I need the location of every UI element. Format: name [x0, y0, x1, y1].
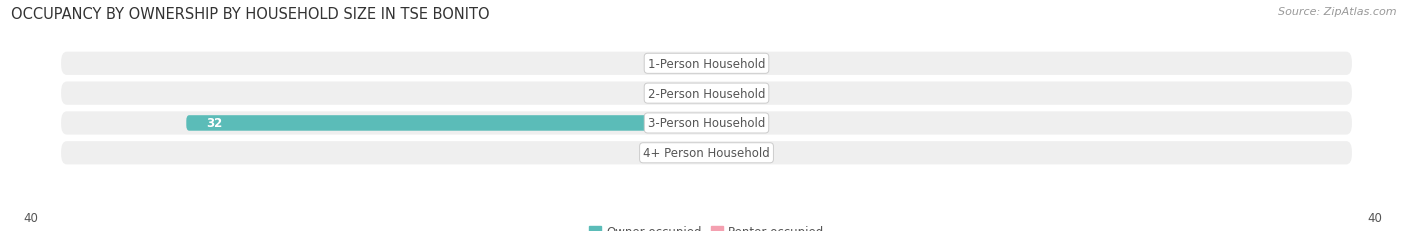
Text: 3-Person Household: 3-Person Household [648, 117, 765, 130]
Text: 32: 32 [205, 117, 222, 130]
Text: OCCUPANCY BY OWNERSHIP BY HOUSEHOLD SIZE IN TSE BONITO: OCCUPANCY BY OWNERSHIP BY HOUSEHOLD SIZE… [11, 7, 489, 22]
Text: 0: 0 [755, 58, 762, 70]
FancyBboxPatch shape [707, 116, 747, 131]
Text: 0: 0 [755, 87, 762, 100]
Text: 1-Person Household: 1-Person Household [648, 58, 765, 70]
FancyBboxPatch shape [693, 86, 707, 101]
Text: 0: 0 [755, 147, 762, 160]
FancyBboxPatch shape [60, 112, 1353, 135]
Text: 40: 40 [1368, 211, 1382, 224]
Text: 4+ Person Household: 4+ Person Household [643, 147, 770, 160]
FancyBboxPatch shape [60, 82, 1353, 105]
Text: 2: 2 [658, 147, 666, 160]
FancyBboxPatch shape [707, 86, 747, 101]
FancyBboxPatch shape [707, 145, 747, 161]
FancyBboxPatch shape [690, 56, 707, 72]
FancyBboxPatch shape [60, 52, 1353, 76]
FancyBboxPatch shape [673, 145, 707, 161]
FancyBboxPatch shape [60, 142, 1353, 165]
Text: 40: 40 [24, 211, 38, 224]
Text: 0: 0 [755, 117, 762, 130]
FancyBboxPatch shape [186, 116, 707, 131]
Text: 2-Person Household: 2-Person Household [648, 87, 765, 100]
FancyBboxPatch shape [707, 56, 747, 72]
Text: 0: 0 [678, 87, 685, 100]
Text: 1: 1 [675, 58, 682, 70]
Text: Source: ZipAtlas.com: Source: ZipAtlas.com [1278, 7, 1396, 17]
Legend: Owner-occupied, Renter-occupied: Owner-occupied, Renter-occupied [585, 220, 828, 231]
